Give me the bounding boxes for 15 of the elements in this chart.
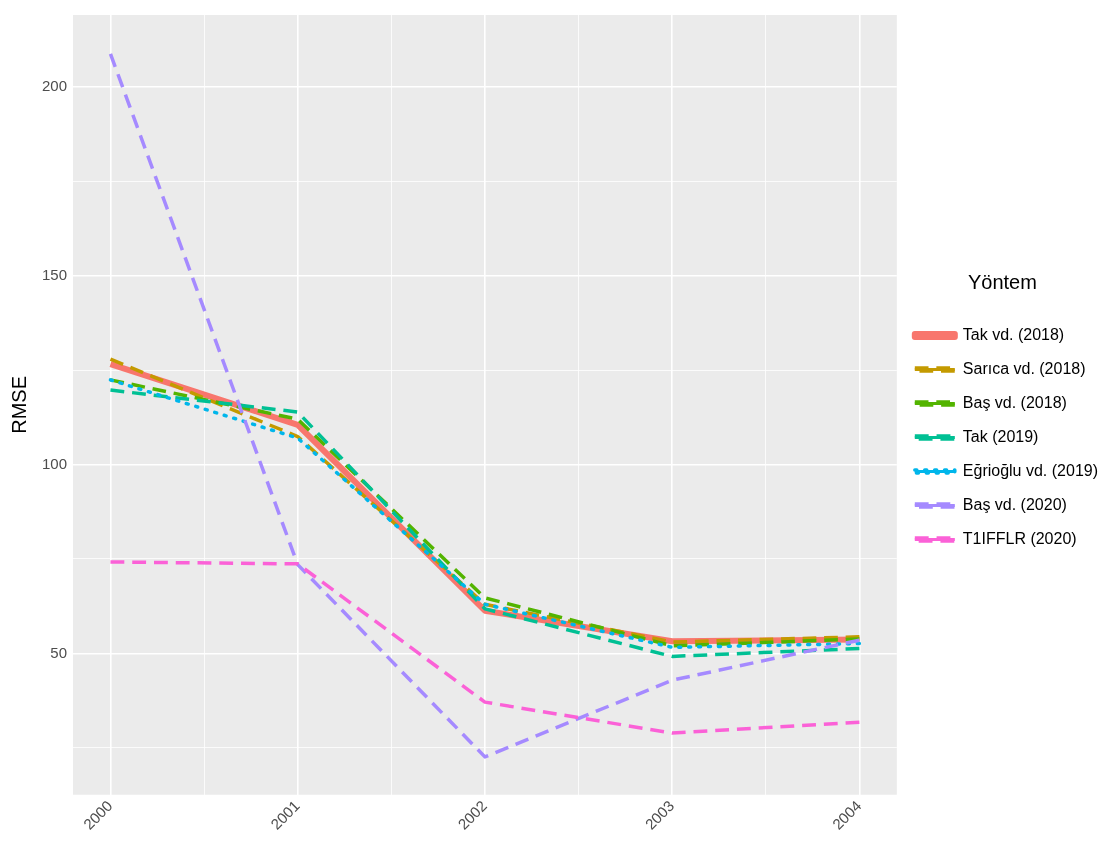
y-tick-label: 50: [50, 643, 68, 661]
y-tick-label: 200: [42, 76, 68, 94]
legend-title: Yöntem: [967, 271, 1037, 294]
legend-label: Sarıca vd. (2018): [962, 359, 1086, 377]
legend-label: Tak (2019): [962, 427, 1039, 445]
legend-label: Baş vd. (2020): [962, 495, 1067, 513]
y-axis-title: RMSE: [7, 375, 30, 434]
y-tick-label: 100: [42, 454, 68, 472]
legend-label: T1IFFLR (2020): [962, 529, 1077, 547]
legend-label: Baş vd. (2018): [962, 393, 1067, 411]
y-tick-label: 150: [42, 265, 68, 283]
line-series: [108, 560, 862, 735]
legend-label: Tak vd. (2018): [962, 325, 1065, 343]
line-series: [108, 52, 862, 759]
legend-label: Eğrioğlu vd. (2019): [962, 461, 1098, 479]
